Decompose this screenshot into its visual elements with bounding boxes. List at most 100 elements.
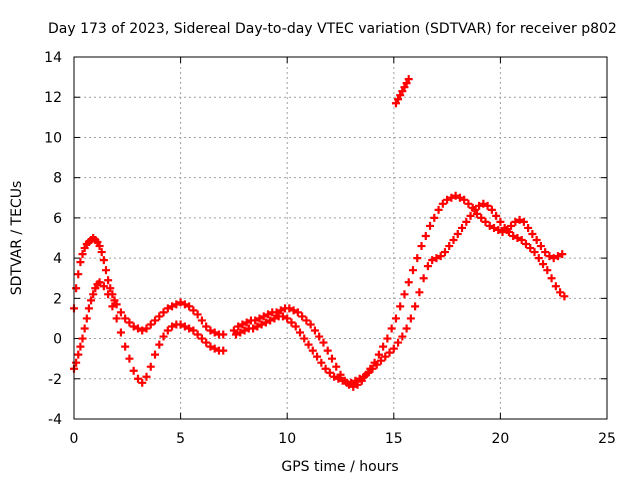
x-tick-label: 25	[598, 431, 616, 447]
chart-title: Day 173 of 2023, Sidereal Day-to-day VTE…	[48, 21, 617, 37]
data-point	[408, 266, 417, 275]
data-point	[142, 372, 151, 381]
data-point	[524, 223, 533, 232]
series-p802-track-c	[391, 75, 413, 108]
data-point	[449, 236, 458, 245]
data-point	[104, 290, 113, 299]
data-point	[413, 254, 422, 263]
data-point	[464, 199, 473, 208]
data-point	[485, 221, 494, 230]
data-point	[400, 83, 409, 92]
data-point	[381, 352, 390, 361]
data-point	[95, 278, 104, 287]
data-point	[236, 328, 245, 337]
data-point	[72, 284, 81, 293]
data-point	[402, 324, 411, 333]
data-point	[426, 221, 435, 230]
data-point	[206, 326, 215, 335]
data-point	[133, 374, 142, 383]
grid	[74, 57, 607, 419]
data-point	[494, 225, 503, 234]
data-point	[80, 244, 89, 253]
data-point	[404, 75, 413, 84]
data-point	[460, 195, 469, 204]
data-point	[285, 304, 294, 313]
data-point	[287, 318, 296, 327]
data-point	[432, 254, 441, 263]
data-point	[398, 332, 407, 341]
data-point	[116, 308, 125, 317]
data-point	[504, 227, 513, 236]
data-point	[270, 314, 279, 323]
data-point	[400, 290, 409, 299]
data-point	[509, 231, 518, 240]
data-point	[234, 322, 243, 331]
data-point	[440, 248, 449, 257]
data-point	[298, 312, 307, 321]
data-point	[116, 328, 125, 337]
data-point	[317, 358, 326, 367]
data-point	[251, 316, 260, 325]
data-point	[383, 334, 392, 343]
data-point	[146, 362, 155, 371]
data-point	[528, 229, 537, 238]
x-tick-label: 10	[278, 431, 296, 447]
data-point	[146, 320, 155, 329]
data-point	[232, 330, 241, 339]
data-point	[219, 330, 228, 339]
data-point	[110, 296, 119, 305]
data-point	[487, 205, 496, 214]
data-point	[411, 302, 420, 311]
data-point	[539, 260, 548, 269]
data-point	[121, 314, 130, 323]
data-point	[133, 324, 142, 333]
data-point	[517, 236, 526, 245]
data-point	[394, 338, 403, 347]
data-point	[91, 284, 100, 293]
data-point	[78, 250, 87, 259]
data-points	[70, 75, 569, 391]
data-point	[515, 215, 524, 224]
data-point	[541, 248, 550, 257]
data-point	[278, 312, 287, 321]
y-tick-label: 10	[44, 130, 62, 146]
data-point	[264, 310, 273, 319]
data-point	[327, 354, 336, 363]
data-point	[402, 79, 411, 88]
data-point	[176, 298, 185, 307]
data-point	[321, 364, 330, 373]
data-point	[313, 352, 322, 361]
data-point	[180, 300, 189, 309]
data-point	[438, 199, 447, 208]
data-point	[101, 266, 110, 275]
data-point	[483, 201, 492, 210]
data-point	[560, 292, 569, 301]
data-point	[462, 217, 471, 226]
data-point	[97, 248, 106, 257]
data-point	[389, 344, 398, 353]
data-point	[319, 338, 328, 347]
data-point	[334, 374, 343, 383]
data-point	[511, 217, 520, 226]
data-point	[185, 302, 194, 311]
data-point	[304, 340, 313, 349]
data-point	[80, 324, 89, 333]
data-point	[180, 322, 189, 331]
data-point	[372, 360, 381, 369]
data-point	[129, 366, 138, 375]
data-point	[521, 240, 530, 249]
data-point	[359, 372, 368, 381]
data-point	[353, 380, 362, 389]
data-point	[479, 199, 488, 208]
data-point	[404, 278, 413, 287]
data-point	[142, 324, 151, 333]
data-point	[202, 338, 211, 347]
data-point	[434, 205, 443, 214]
data-point	[259, 312, 268, 321]
data-point	[272, 308, 281, 317]
data-point	[556, 288, 565, 297]
data-point	[155, 340, 164, 349]
data-point	[436, 252, 445, 261]
data-point	[477, 213, 486, 222]
data-point	[379, 342, 388, 351]
